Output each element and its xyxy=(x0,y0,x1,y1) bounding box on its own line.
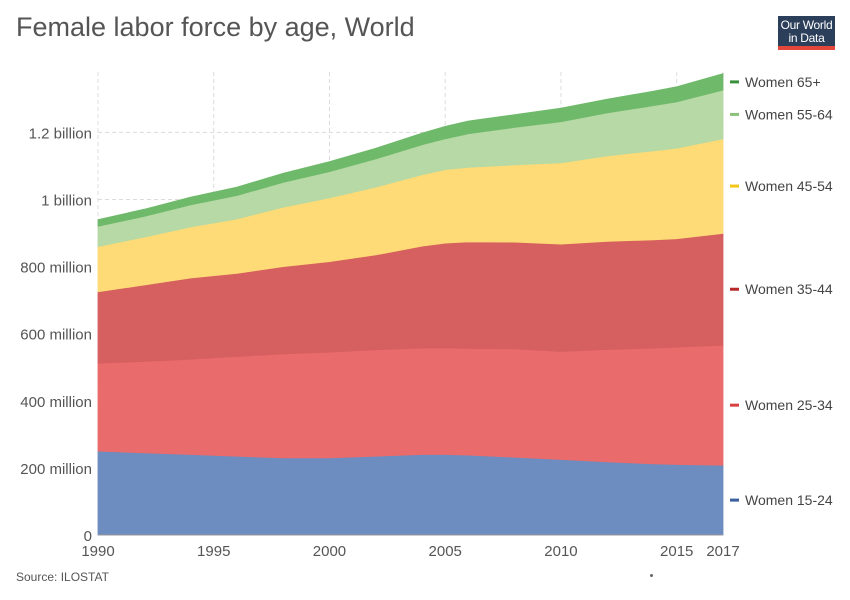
legend-label-women-45-54[interactable]: Women 45-54 xyxy=(745,178,833,194)
legend-label-women-25-34[interactable]: Women 25-34 xyxy=(745,397,833,413)
area-series xyxy=(97,73,724,536)
y-tick-label: 600 million xyxy=(20,327,92,344)
y-tick-label: 0 xyxy=(84,528,92,545)
x-tick-label: 2000 xyxy=(313,543,346,560)
y-tick-label: 200 million xyxy=(20,461,92,478)
separator-dot xyxy=(650,574,653,577)
x-tick-label: 2015 xyxy=(660,543,693,560)
y-tick-label: 400 million xyxy=(20,394,92,411)
x-tick-label: 1995 xyxy=(197,543,230,560)
logo-accent-bar xyxy=(778,46,835,50)
legend-label-women-55-64[interactable]: Women 55-64 xyxy=(745,106,833,122)
y-axis-tick-labels: 0 200 million 400 million 600 million 800 mi… xyxy=(20,125,92,545)
logo-line-2: in Data xyxy=(788,31,825,45)
x-tick-label: 2005 xyxy=(429,543,462,560)
owid-logo[interactable]: Our World in Data xyxy=(778,16,835,50)
x-axis-tick-labels: 1990 1995 2000 2005 2010 2015 2017 xyxy=(81,543,739,560)
area-women-15-24[interactable] xyxy=(97,450,724,536)
area-women-65-[interactable] xyxy=(97,73,724,227)
chart-title: Female labor force by age, World xyxy=(16,12,415,42)
legend-label-women-35-44[interactable]: Women 35-44 xyxy=(745,281,833,297)
logo-line-1: Our World xyxy=(780,18,833,32)
legend: Women 65+ Women 55-64 Women 45-54 Women 35-… xyxy=(730,74,833,508)
legend-label-women-65-[interactable]: Women 65+ xyxy=(745,74,821,90)
source-note: Source: ILOSTAT xyxy=(16,570,109,584)
y-tick-label: 800 million xyxy=(20,260,92,277)
y-tick-label: 1.2 billion xyxy=(29,125,92,142)
x-tick-label: 2017 xyxy=(706,543,739,560)
x-tick-label: 1990 xyxy=(81,543,114,560)
legend-label-women-15-24[interactable]: Women 15-24 xyxy=(745,492,833,508)
y-tick-label: 1 billion xyxy=(41,192,92,209)
x-tick-label: 2010 xyxy=(544,543,577,560)
area-women-25-34[interactable] xyxy=(97,344,724,466)
